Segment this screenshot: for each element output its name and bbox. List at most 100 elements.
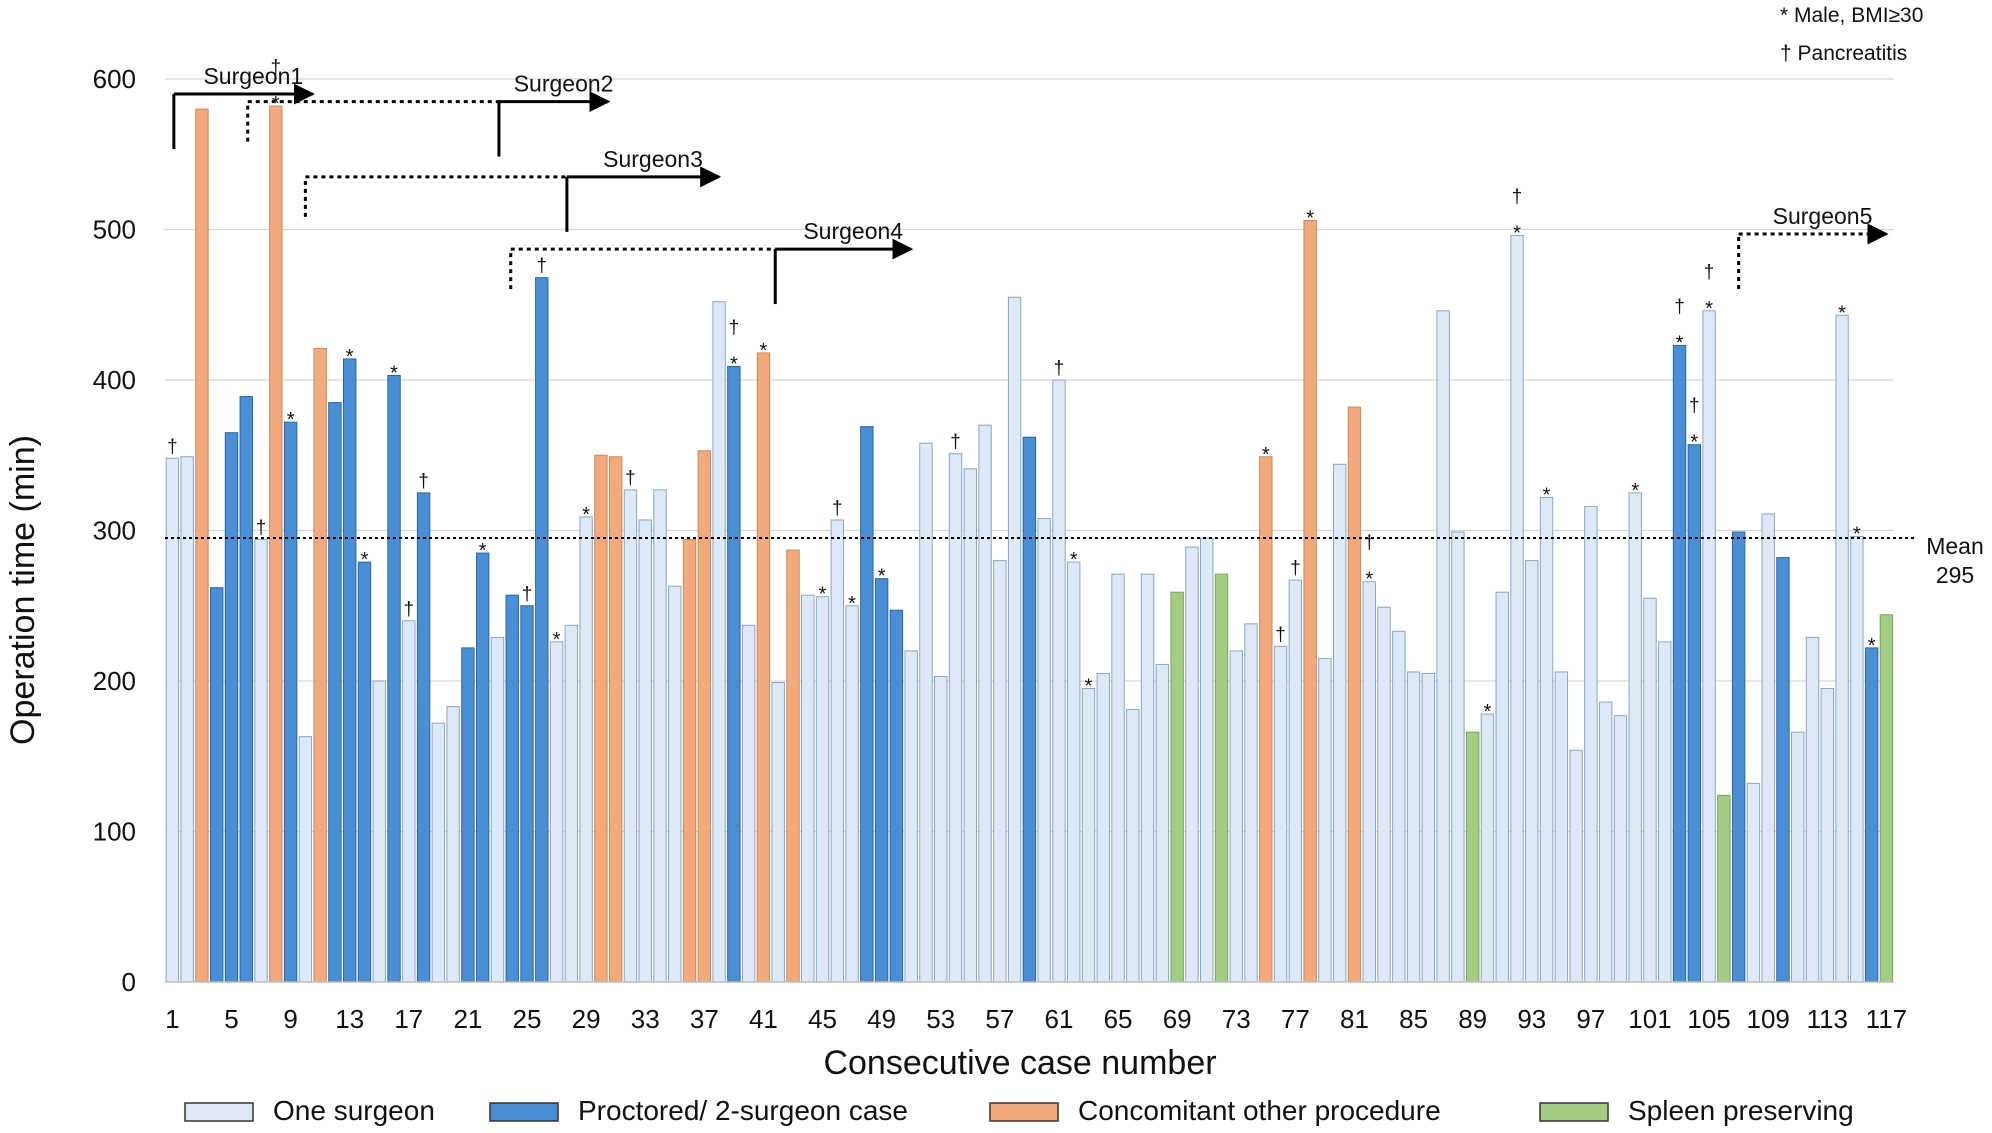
y-tick-label: 600: [93, 64, 136, 94]
bar-case-50: [889, 609, 904, 983]
legend-dagger-note: † Pancreatitis: [1780, 42, 1907, 65]
x-tick-label: 73: [1222, 1004, 1251, 1034]
dagger-marker: †: [1275, 624, 1286, 645]
x-tick-label: 33: [631, 1004, 660, 1034]
bar-case-59: [1022, 436, 1037, 983]
x-tick-label: 45: [808, 1004, 837, 1034]
legend-label-conc: Concomitant other procedure: [1078, 1095, 1441, 1126]
x-tick-label: 13: [335, 1004, 364, 1034]
bar-case-5: [224, 432, 239, 983]
bar-case-54: [948, 453, 963, 983]
star-marker: *: [848, 593, 856, 615]
bar-case-48: [860, 426, 874, 983]
bar-case-111: [1791, 731, 1805, 983]
dagger-marker: †: [625, 468, 636, 489]
bar-case-98: [1598, 701, 1613, 983]
bar-case-26: [535, 277, 549, 983]
bar-case-19: [431, 722, 446, 983]
bar-case-117: [1879, 614, 1894, 983]
x-tick-label: 37: [690, 1004, 719, 1034]
x-tick-label: 49: [867, 1004, 896, 1034]
bar-case-60: [1037, 517, 1051, 983]
bar-case-113: [1820, 688, 1835, 983]
bar-case-33: [638, 519, 652, 983]
bar-case-93: [1525, 560, 1539, 983]
mean-line-group: Mean 295: [165, 533, 1984, 588]
bar-case-104: [1687, 444, 1702, 983]
bar-case-109: [1761, 513, 1775, 983]
surgeon-label: Surgeon4: [803, 218, 903, 244]
bar-case-66: [1126, 709, 1140, 983]
bar-case-10: [298, 736, 313, 983]
bar-case-21: [461, 647, 475, 983]
legend-star-note: * Male, BMI≥30: [1780, 4, 1923, 27]
star-marker: *: [553, 629, 561, 651]
bar-case-63: [1081, 688, 1096, 983]
bar-case-12: [328, 402, 342, 983]
y-tick-label: 200: [93, 666, 136, 696]
dagger-marker: †: [522, 584, 533, 605]
star-marker: *: [346, 346, 354, 368]
y-tick-label: 100: [93, 817, 136, 847]
bar-case-108: [1746, 782, 1761, 983]
bar-case-29: [579, 516, 593, 983]
bar-case-95: [1554, 671, 1569, 983]
bar-case-39: [727, 365, 741, 983]
x-tick-label: 17: [394, 1004, 423, 1034]
bar-case-72: [1214, 573, 1229, 983]
legend: One surgeon Proctored/ 2-surgeon case Conc…: [184, 1095, 1854, 1126]
x-tick-label: 81: [1340, 1004, 1369, 1034]
bar-case-114: [1835, 314, 1849, 983]
legend-swatch-spleen: [1539, 1102, 1609, 1122]
x-tick-label: 77: [1281, 1004, 1310, 1034]
bar-case-41: [756, 352, 771, 983]
mean-label: Mean: [1926, 533, 1984, 559]
dagger-marker: †: [1689, 396, 1700, 417]
bar-case-36: [682, 539, 697, 983]
bar-case-89: [1465, 731, 1480, 983]
star-marker: *: [760, 340, 768, 362]
bar-case-92: [1510, 235, 1524, 983]
x-tick-label: 105: [1687, 1004, 1730, 1034]
bar-case-115: [1850, 536, 1864, 983]
bar-case-99: [1613, 715, 1628, 983]
star-marker: *: [1838, 302, 1846, 324]
star-marker: *: [1868, 635, 1876, 657]
bar-case-85: [1406, 671, 1421, 983]
bar-case-42: [771, 682, 785, 983]
bar-case-68: [1155, 663, 1170, 983]
star-marker: *: [1853, 524, 1861, 546]
bar-case-91: [1495, 591, 1509, 983]
bar-case-79: [1318, 657, 1332, 983]
bar-case-87: [1436, 310, 1450, 983]
y-tick-label: 500: [93, 215, 136, 245]
bar-case-11: [313, 347, 327, 983]
bar-case-57: [993, 560, 1007, 983]
dagger-marker: †: [1054, 358, 1065, 379]
bar-case-82: [1362, 581, 1376, 983]
legend-label-proc: Proctored/ 2-surgeon case: [578, 1095, 908, 1126]
surgeon-label: Surgeon3: [603, 146, 703, 172]
star-marker: *: [582, 504, 590, 526]
bar-case-22: [475, 552, 490, 983]
bar-case-100: [1628, 492, 1642, 983]
bar-case-51: [904, 650, 918, 983]
x-tick-label: 53: [926, 1004, 955, 1034]
x-tick-label: 65: [1104, 1004, 1133, 1034]
legend-swatch-conc: [989, 1102, 1059, 1122]
bar-case-35: [668, 585, 682, 983]
bar-case-96: [1569, 749, 1583, 983]
bar-case-13: [342, 358, 357, 983]
bar-case-56: [978, 424, 992, 983]
bar-case-65: [1111, 573, 1125, 983]
y-tick-label: 400: [93, 365, 136, 395]
bar-case-6: [239, 396, 253, 983]
star-marker: *: [1306, 207, 1314, 229]
star-marker: *: [287, 409, 295, 431]
bar-case-47: [845, 605, 859, 983]
bar-case-2: [180, 456, 194, 983]
x-tick-label: 25: [513, 1004, 542, 1034]
dagger-marker: †: [1512, 187, 1523, 208]
bar-case-107: [1731, 531, 1746, 983]
bar-case-4: [210, 587, 224, 983]
